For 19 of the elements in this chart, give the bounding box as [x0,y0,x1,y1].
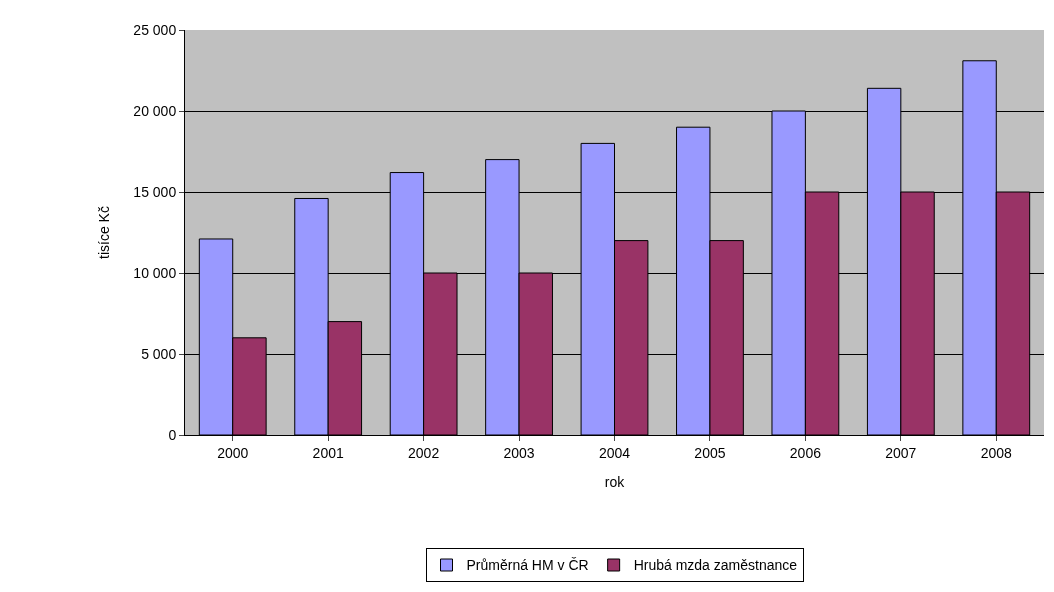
legend-label: Průměrná HM v ČR [466,557,589,574]
y-tick-label: 25 000 [133,21,177,38]
y-tick-label: 20 000 [133,102,177,119]
x-tick-label: 2001 [312,444,344,461]
x-tick-label: 2008 [980,444,1013,461]
y-tick-label: 5 000 [141,345,177,362]
x-tick-label: 2007 [885,444,917,461]
x-tick-label: 2006 [789,444,822,461]
x-tick-label: 2000 [217,444,249,461]
x-tick-label: 2003 [503,444,535,461]
y-axis-title: tisíce Kč [95,206,112,259]
legend-label: Hrubá mzda zaměstnance [633,557,798,574]
x-axis-title: rok [604,474,626,490]
y-tick-label: 15 000 [133,183,177,200]
y-tick-label: 0 [168,426,177,443]
x-tick-label: 2002 [408,444,440,461]
x-tick-label: 2004 [598,444,631,461]
y-tick-label: 10 000 [133,264,177,281]
x-tick-label: 2005 [694,444,726,461]
